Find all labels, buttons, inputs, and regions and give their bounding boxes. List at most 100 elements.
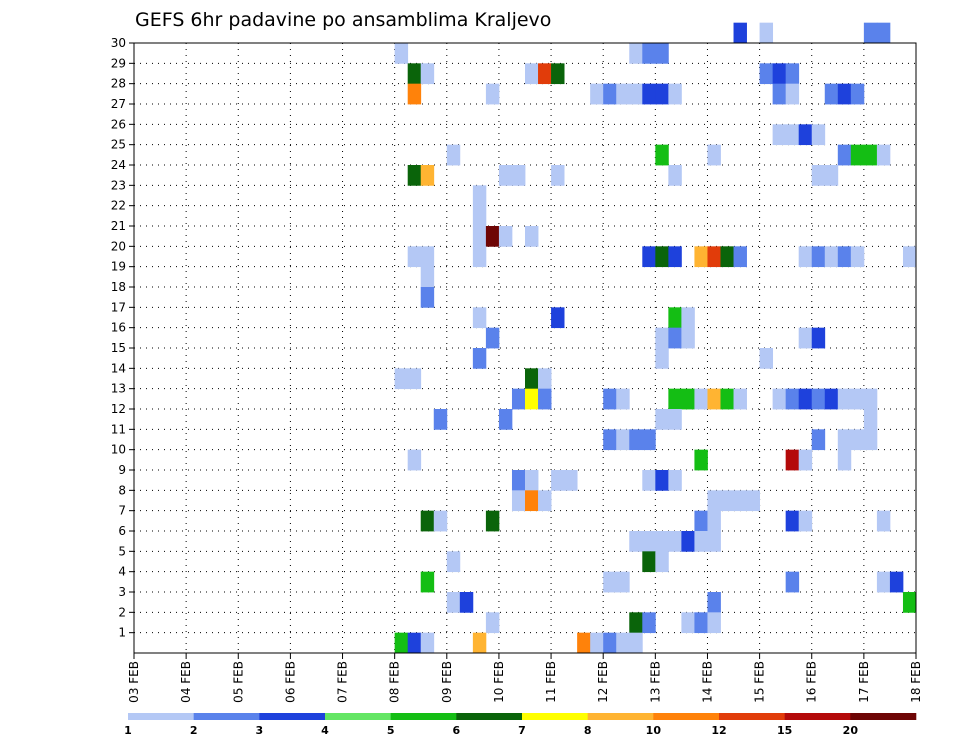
y-tick-label: 9: [118, 463, 126, 477]
legend-label: 15: [777, 724, 792, 737]
precip-cell: [655, 246, 669, 268]
precip-cell: [446, 592, 461, 613]
precip-cell: [511, 490, 526, 512]
y-tick-label: 12: [111, 402, 126, 416]
precip-cell: [694, 531, 708, 552]
precip-cell: [446, 144, 461, 166]
x-tick-label: 15 FEB: [753, 661, 767, 703]
precip-cell: [498, 226, 513, 247]
precip-cell: [511, 388, 526, 410]
precip-cell: [863, 388, 878, 410]
y-tick-label: 23: [111, 178, 126, 192]
precip-cell: [629, 531, 643, 552]
precip-cell: [681, 327, 695, 349]
precip-cell: [837, 388, 852, 410]
precip-cell: [603, 632, 617, 654]
x-tick-label: 10 FEB: [492, 661, 506, 703]
precip-cell: [655, 551, 669, 573]
precip-cell: [785, 388, 800, 410]
legend-label: 6: [453, 724, 461, 737]
precip-cell: [733, 22, 747, 44]
precip-cell: [824, 388, 839, 410]
precip-cell: [485, 327, 500, 349]
precip-cell: [733, 388, 747, 410]
precip-cell: [811, 124, 826, 146]
x-tick-label: 09 FEB: [440, 661, 454, 703]
data-cells: [394, 22, 917, 654]
precip-cell: [824, 83, 839, 105]
precip-cell: [394, 368, 409, 390]
precip-cell: [785, 571, 800, 593]
precip-cell: [824, 165, 839, 186]
precip-cell: [577, 632, 591, 654]
legend-label: 4: [321, 724, 329, 737]
x-tick-label: 13 FEB: [648, 661, 662, 703]
precip-cell: [707, 388, 721, 410]
precip-cell: [694, 388, 708, 410]
precip-cell: [772, 388, 787, 410]
color-legend: 1 2 3 4 5 6 7 8 10 12 15 20: [124, 713, 917, 737]
y-tick-label: 1: [118, 626, 126, 640]
legend-label: 3: [256, 724, 264, 737]
precip-cell: [616, 571, 630, 593]
legend-swatch: [193, 713, 260, 720]
precip-cell: [603, 83, 617, 105]
precip-cell: [902, 592, 917, 613]
precip-cell: [603, 388, 617, 410]
precip-cell: [694, 612, 708, 634]
x-tick-label: 08 FEB: [388, 661, 402, 703]
precip-cell: [525, 388, 539, 410]
precip-cell: [707, 490, 721, 512]
legend-swatch: [128, 713, 194, 720]
precip-cell: [707, 246, 721, 268]
x-tick-label: 17 FEB: [857, 661, 871, 703]
precip-cell: [642, 429, 656, 451]
legend-swatch: [719, 713, 785, 720]
precip-cell: [394, 632, 409, 654]
precip-cell: [564, 470, 578, 491]
precip-cell: [420, 510, 435, 532]
precip-cell: [863, 22, 878, 44]
precip-cell: [472, 307, 487, 329]
y-tick-label: 11: [111, 422, 126, 436]
y-tick-label: 3: [118, 585, 126, 599]
precip-cell: [394, 43, 409, 64]
precip-cell: [798, 510, 813, 532]
precip-cell: [811, 327, 826, 349]
y-tick-label: 14: [111, 361, 126, 375]
precip-cell: [629, 83, 643, 105]
y-tick-label: 2: [118, 605, 126, 619]
precip-cell: [485, 83, 500, 105]
precip-cell: [525, 470, 539, 491]
precip-cell: [785, 63, 800, 85]
precip-cell: [668, 470, 682, 491]
precip-cell: [629, 429, 643, 451]
precip-cell: [876, 571, 891, 593]
y-tick-label: 6: [118, 524, 126, 538]
precip-cell: [498, 165, 513, 186]
precip-cell: [511, 165, 526, 186]
precip-cell: [668, 307, 682, 329]
chart-title: GEFS 6hr padavine po ansamblima Kraljevo: [135, 9, 551, 31]
y-tick-label: 17: [111, 300, 126, 314]
x-tick-label: 04 FEB: [179, 661, 193, 703]
precip-cell: [694, 510, 708, 532]
precip-cell: [642, 83, 656, 105]
precip-cell: [668, 83, 682, 105]
y-tick-label: 10: [111, 443, 126, 457]
precip-cell: [472, 205, 487, 227]
precip-cell: [785, 124, 800, 146]
precip-cell: [733, 490, 747, 512]
precip-cell: [772, 83, 787, 105]
y-tick-label: 20: [111, 239, 126, 253]
precip-cell: [642, 531, 656, 552]
legend-label: 12: [711, 724, 726, 737]
precip-cell: [407, 83, 422, 105]
x-tick-label: 05 FEB: [231, 661, 245, 703]
precip-cell: [655, 327, 669, 349]
precip-cell: [863, 429, 878, 451]
legend-swatch: [325, 713, 391, 720]
legend-label: 10: [646, 724, 662, 737]
y-tick-label: 4: [118, 565, 126, 579]
precip-cell: [785, 510, 800, 532]
